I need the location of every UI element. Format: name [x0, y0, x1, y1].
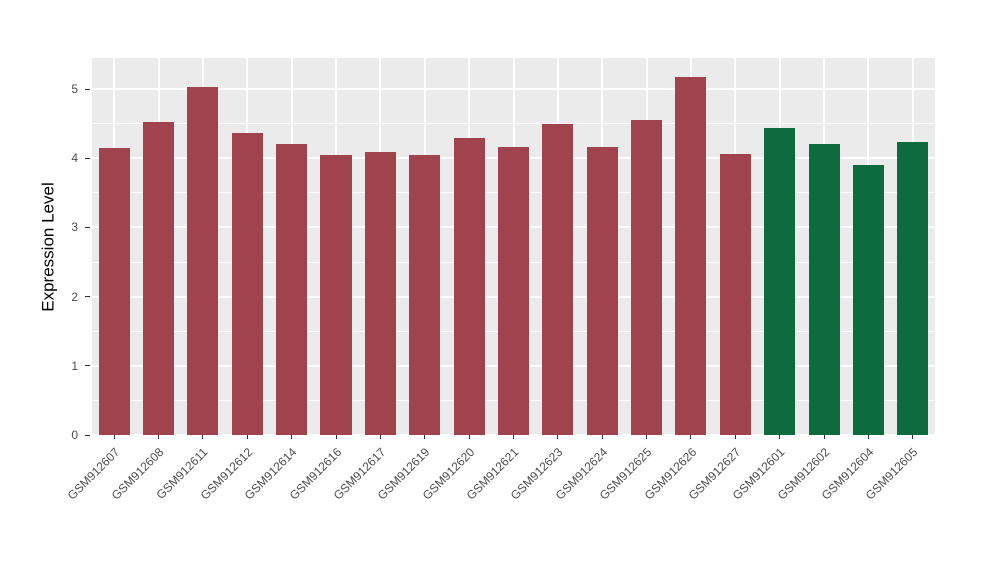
y-tick-label: 1 [71, 358, 78, 373]
x-tick-mark [601, 435, 603, 439]
x-tick-mark [690, 435, 692, 439]
y-tick-label: 0 [71, 428, 78, 442]
y-tick-mark [85, 88, 90, 90]
y-tick-label: 4 [71, 151, 78, 166]
x-tick-mark [291, 435, 293, 439]
x-tick-mark [246, 435, 248, 439]
x-tick-mark [646, 435, 648, 439]
x-axis: GSM912607 GSM912608 GSM912611 GSM912612 GSM9… [65, 435, 935, 580]
x-tick-mark [335, 435, 337, 439]
x-tick-mark [158, 435, 160, 439]
y-axis: 0 1 2 3 4 5 [0, 58, 92, 442]
bar [231, 132, 263, 435]
y-tick-mark [85, 434, 90, 436]
y-tick-label: 2 [71, 289, 78, 304]
bar [98, 147, 130, 435]
x-tick-mark [779, 435, 781, 439]
bar [320, 154, 352, 435]
bar [143, 121, 175, 435]
x-tick-mark [379, 435, 381, 439]
x-tick-mark [113, 435, 115, 439]
x-tick-mark [513, 435, 514, 439]
bar [187, 87, 219, 435]
bar [719, 154, 751, 435]
x-tick-mark [734, 435, 736, 439]
x-tick-mark [557, 435, 559, 439]
y-tick-mark [85, 296, 90, 298]
bar [276, 143, 308, 435]
x-tick-mark [468, 435, 470, 439]
x-tick-mark [424, 435, 426, 439]
bar [364, 152, 396, 435]
x-tick-mark [202, 435, 204, 439]
bar [631, 120, 663, 435]
y-tick-mark [85, 157, 90, 159]
bar [764, 127, 796, 435]
bar [852, 165, 884, 435]
bar [897, 141, 929, 435]
y-tick-label: 3 [71, 220, 78, 235]
bar [409, 154, 441, 435]
x-tick-mark [867, 435, 869, 439]
y-tick-mark [85, 365, 90, 367]
plot-panel [92, 58, 935, 436]
bar [542, 123, 574, 435]
bar [675, 76, 707, 435]
bar [586, 147, 618, 435]
bar [497, 147, 530, 435]
bar [453, 137, 485, 435]
y-tick-label: 5 [71, 82, 78, 97]
bar [808, 143, 840, 435]
y-tick-mark [85, 226, 90, 228]
x-tick-mark [912, 435, 914, 439]
x-tick-mark [823, 435, 825, 439]
